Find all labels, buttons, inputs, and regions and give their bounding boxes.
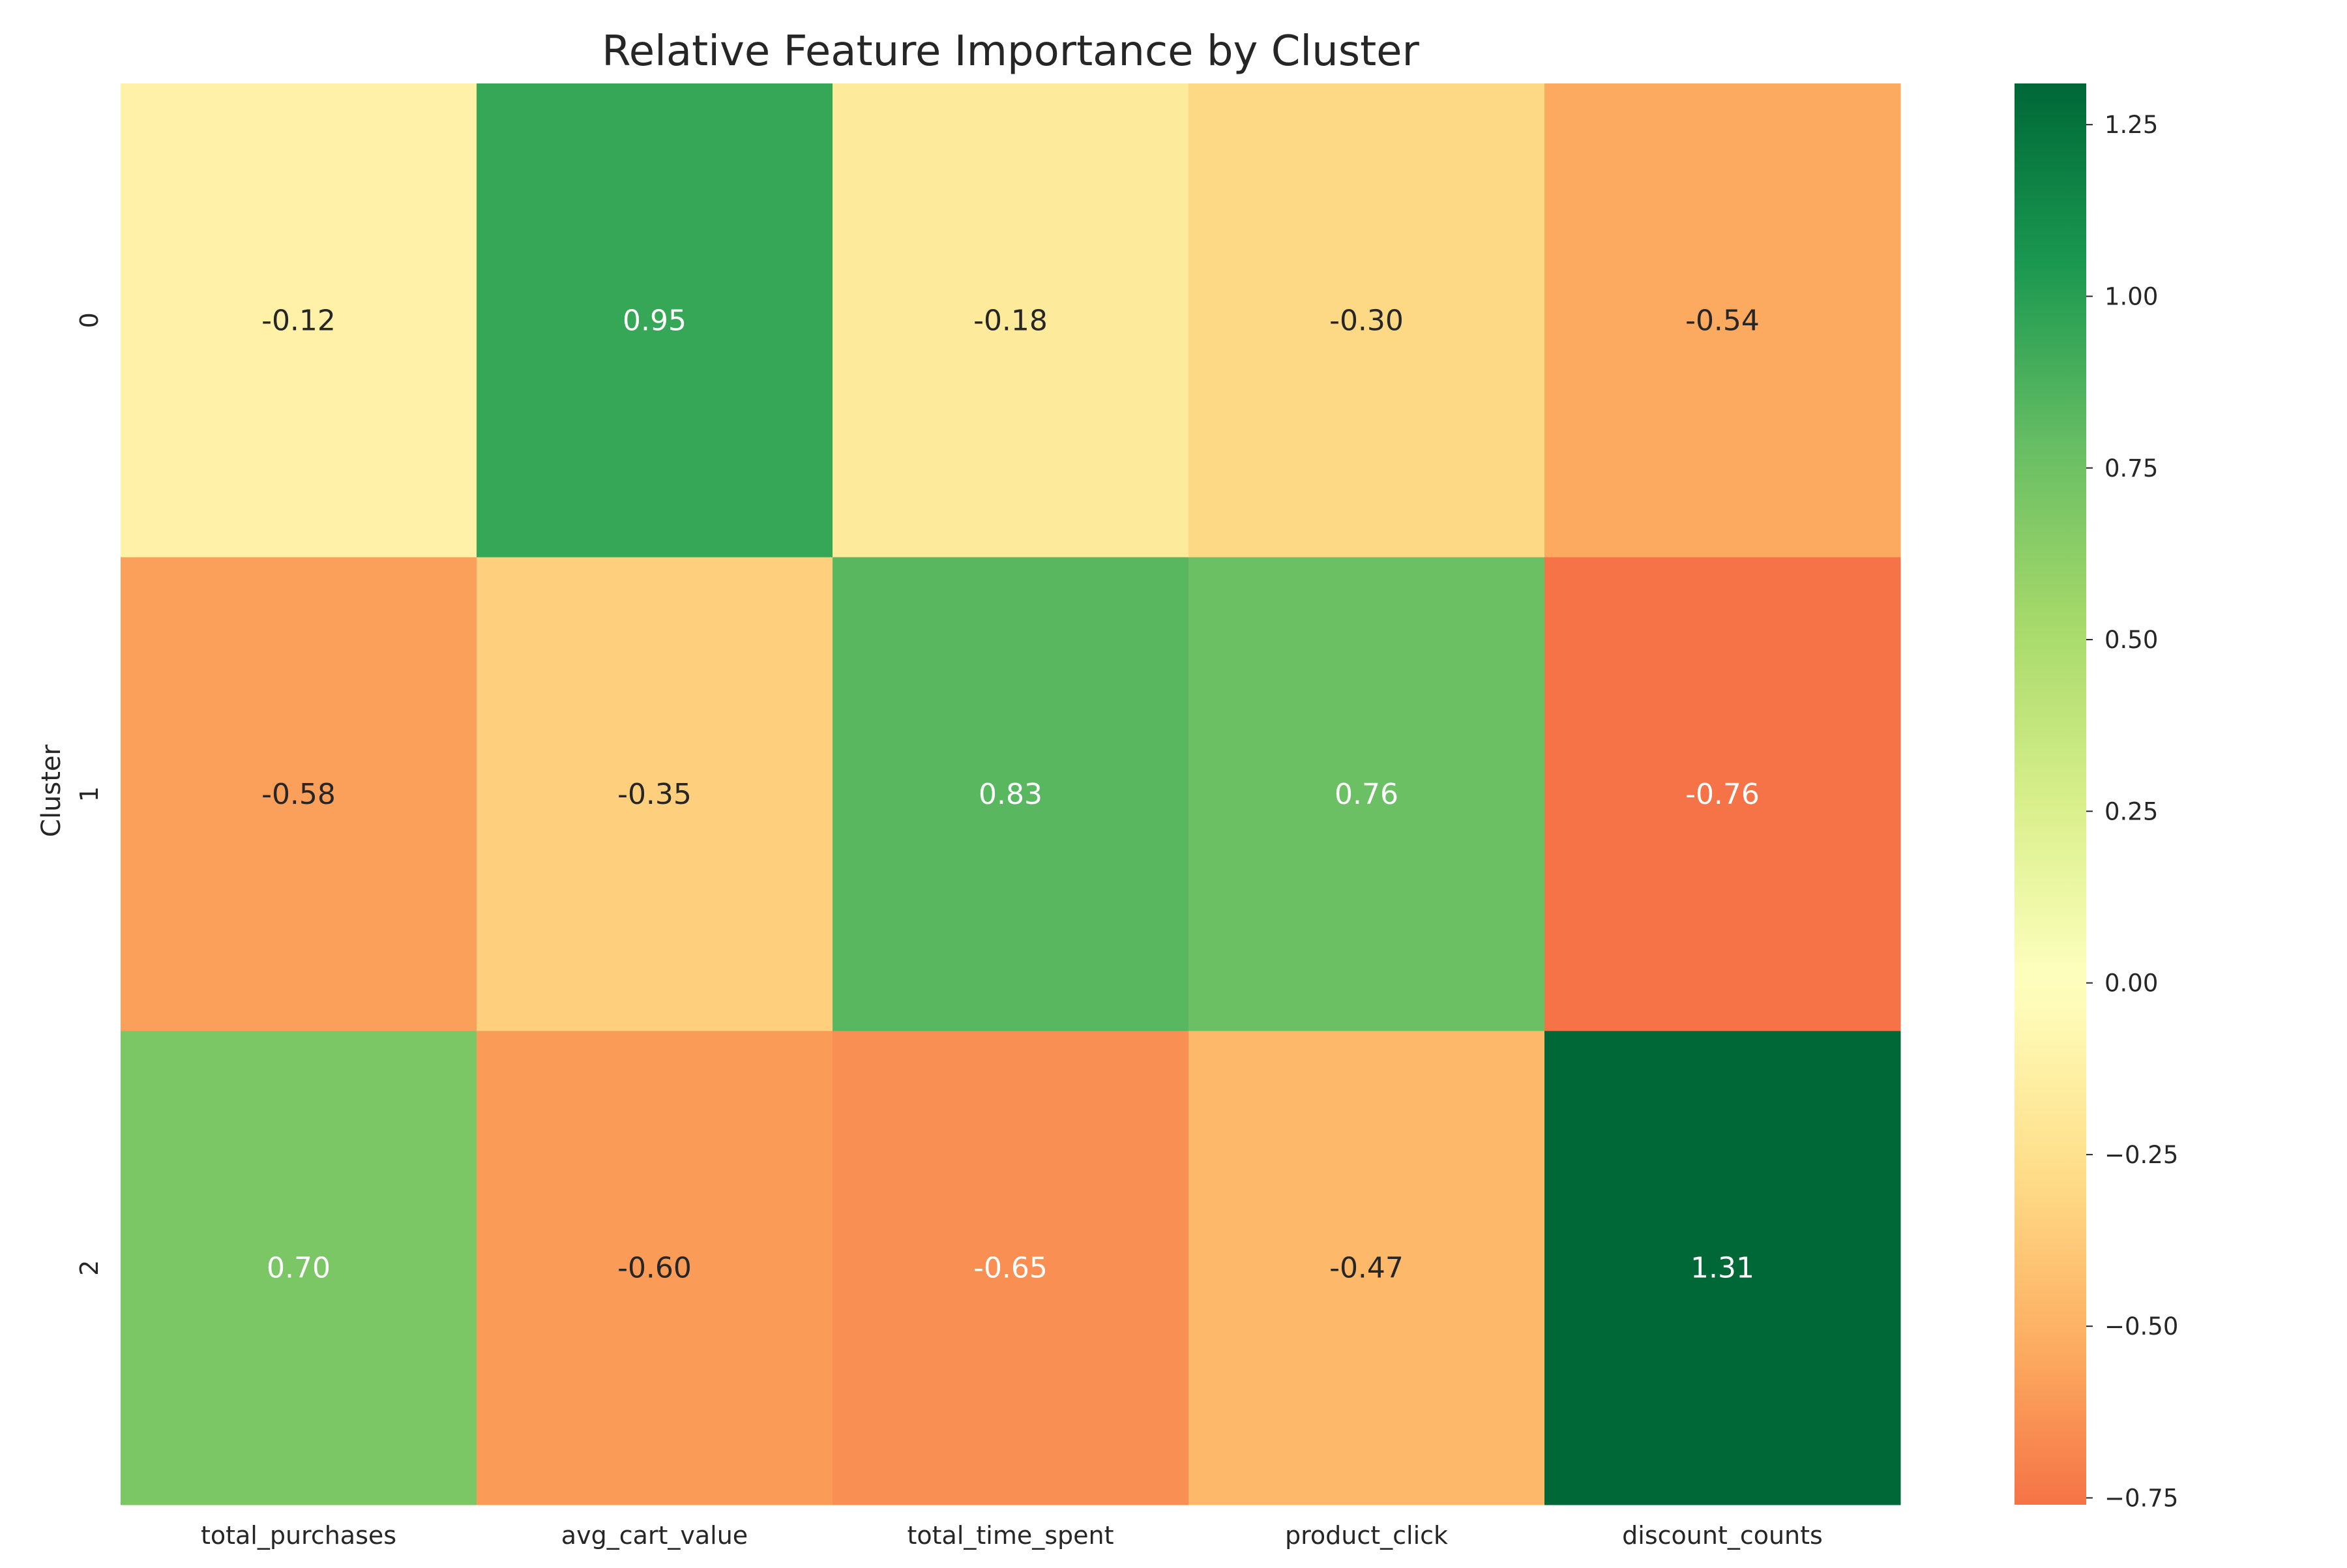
cell-value-label: -0.65 [973, 1252, 1048, 1285]
colorbar: 1.25 1.00 0.75 0.50 0.25 0.00 −0.25 −0.50 −0.75 [2015, 83, 2178, 1512]
cell-value-label: -0.47 [1329, 1252, 1404, 1285]
heatmap-cell [833, 557, 1189, 1031]
y-tick-label: 1 [75, 786, 104, 802]
x-tick-label: total_time_spent [907, 1521, 1114, 1550]
cell-value-label: 0.70 [267, 1252, 331, 1285]
colorbar-tick-label: −0.50 [2104, 1312, 2178, 1340]
cell-value-label: -0.18 [973, 304, 1048, 337]
heatmap-cell [121, 83, 477, 558]
cell-value-label: -0.54 [1685, 304, 1760, 337]
cell-value-label: -0.58 [261, 778, 336, 811]
heatmap-cell [1188, 557, 1545, 1031]
colorbar-tick-label: 1.25 [2104, 111, 2158, 139]
x-tick-label: product_click [1285, 1521, 1448, 1550]
colorbar-tick-label: 0.75 [2104, 454, 2158, 482]
x-tick-labels: total_purchases avg_cart_value total_time_… [201, 1521, 1823, 1550]
heatmap-cell [1544, 1031, 1901, 1505]
colorbar-tick-label: 0.25 [2104, 797, 2158, 825]
colorbar-tick-label: −0.75 [2104, 1484, 2178, 1512]
heatmap-cell [477, 83, 833, 558]
colorbar-tick-label: 0.50 [2104, 626, 2158, 654]
heatmap-cell [1188, 83, 1545, 558]
heatmap-cell [1544, 83, 1901, 558]
y-axis-label: Cluster [37, 744, 66, 837]
heatmap-cell [833, 1031, 1189, 1505]
heatmap-cell [477, 1031, 833, 1505]
colorbar-tick-label: −0.25 [2104, 1141, 2178, 1169]
cell-value-label: 0.95 [623, 304, 686, 337]
cell-value-label: 0.76 [1335, 778, 1398, 811]
cell-value-label: -0.76 [1685, 778, 1760, 811]
heatmap-cell [477, 557, 833, 1031]
x-tick-label: discount_counts [1622, 1521, 1823, 1550]
cell-value-label: -0.35 [617, 778, 692, 811]
heatmap-cells [121, 83, 1901, 1505]
y-tick-labels: 0 1 2 [75, 312, 104, 1276]
cell-value-label: -0.30 [1329, 304, 1404, 337]
heatmap-cell [1544, 557, 1901, 1031]
colorbar-tick-label: 0.00 [2104, 969, 2158, 998]
colorbar-gradient [2015, 83, 2086, 1505]
colorbar-tick-label: 1.00 [2104, 282, 2158, 310]
x-tick-label: total_purchases [201, 1521, 396, 1550]
heatmap-cell [1188, 1031, 1545, 1505]
cell-value-label: 0.83 [979, 778, 1042, 811]
x-tick-label: avg_cart_value [561, 1521, 748, 1550]
y-tick-label: 0 [75, 312, 104, 328]
heatmap-cell [833, 83, 1189, 558]
cell-value-label: -0.12 [261, 304, 336, 337]
cell-value-label: -0.60 [617, 1252, 692, 1285]
chart-title: Relative Feature Importance by Cluster [602, 27, 1419, 76]
cell-value-labels: -0.12 0.95 -0.18 -0.30 -0.54 -0.58 -0.35 0.83 0.… [261, 304, 1760, 1284]
heatmap-cell [121, 1031, 477, 1505]
y-tick-label: 2 [75, 1260, 104, 1276]
heatmap-cell [121, 557, 477, 1031]
cell-value-label: 1.31 [1690, 1252, 1754, 1285]
